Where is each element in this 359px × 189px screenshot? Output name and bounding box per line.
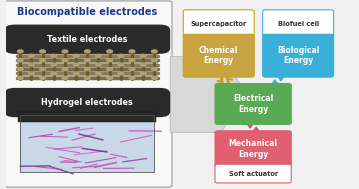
Text: Biocompatible electrodes: Biocompatible electrodes [17, 7, 157, 17]
Circle shape [151, 76, 157, 79]
Text: Electrical
Energy: Electrical Energy [233, 94, 273, 114]
Circle shape [151, 67, 157, 70]
Circle shape [40, 59, 46, 62]
Circle shape [107, 67, 112, 70]
Circle shape [107, 76, 112, 79]
Circle shape [18, 50, 23, 53]
Circle shape [51, 72, 57, 75]
Circle shape [95, 63, 101, 66]
Text: Chemical
Energy: Chemical Energy [199, 46, 238, 65]
Bar [17, 50, 158, 79]
Text: Biofuel cell: Biofuel cell [278, 21, 319, 26]
Circle shape [62, 67, 68, 70]
Circle shape [140, 63, 146, 66]
Circle shape [73, 63, 79, 66]
Bar [18, 112, 156, 122]
Circle shape [18, 59, 23, 62]
Circle shape [95, 54, 101, 57]
Circle shape [129, 67, 135, 70]
FancyBboxPatch shape [215, 131, 291, 167]
Circle shape [129, 59, 135, 62]
Circle shape [118, 63, 123, 66]
Circle shape [73, 72, 79, 75]
Circle shape [140, 72, 146, 75]
Circle shape [51, 54, 57, 57]
Circle shape [107, 50, 112, 53]
FancyBboxPatch shape [215, 164, 291, 183]
Circle shape [29, 63, 34, 66]
Circle shape [62, 50, 68, 53]
Circle shape [18, 67, 23, 70]
FancyBboxPatch shape [4, 25, 170, 54]
Text: Supercapacitor: Supercapacitor [191, 21, 247, 26]
Text: Biological
Energy: Biological Energy [277, 46, 319, 65]
FancyBboxPatch shape [183, 34, 254, 77]
Circle shape [107, 59, 112, 62]
Circle shape [40, 67, 46, 70]
Circle shape [95, 72, 101, 75]
Text: Mechanical
Energy: Mechanical Energy [229, 139, 278, 159]
Circle shape [51, 63, 57, 66]
Circle shape [73, 54, 79, 57]
Circle shape [118, 72, 123, 75]
Circle shape [18, 76, 23, 79]
Text: Hydrogel electrodes: Hydrogel electrodes [41, 98, 133, 107]
Circle shape [84, 76, 90, 79]
Polygon shape [170, 57, 248, 132]
Circle shape [129, 50, 135, 53]
Bar [20, 115, 154, 172]
Circle shape [84, 67, 90, 70]
FancyBboxPatch shape [4, 1, 172, 187]
FancyBboxPatch shape [183, 10, 254, 37]
Text: Textile electrodes: Textile electrodes [47, 35, 127, 44]
FancyBboxPatch shape [263, 10, 334, 37]
Text: Soft actuator: Soft actuator [229, 171, 278, 177]
Circle shape [29, 54, 34, 57]
Circle shape [140, 54, 146, 57]
Circle shape [29, 72, 34, 75]
Circle shape [62, 76, 68, 79]
FancyBboxPatch shape [263, 34, 334, 77]
FancyBboxPatch shape [4, 88, 170, 117]
Circle shape [151, 59, 157, 62]
Circle shape [84, 59, 90, 62]
Bar [20, 115, 154, 172]
Circle shape [84, 50, 90, 53]
Circle shape [40, 50, 46, 53]
FancyBboxPatch shape [215, 84, 291, 124]
Circle shape [129, 76, 135, 79]
Circle shape [151, 50, 157, 53]
Circle shape [40, 76, 46, 79]
Circle shape [62, 59, 68, 62]
Circle shape [118, 54, 123, 57]
